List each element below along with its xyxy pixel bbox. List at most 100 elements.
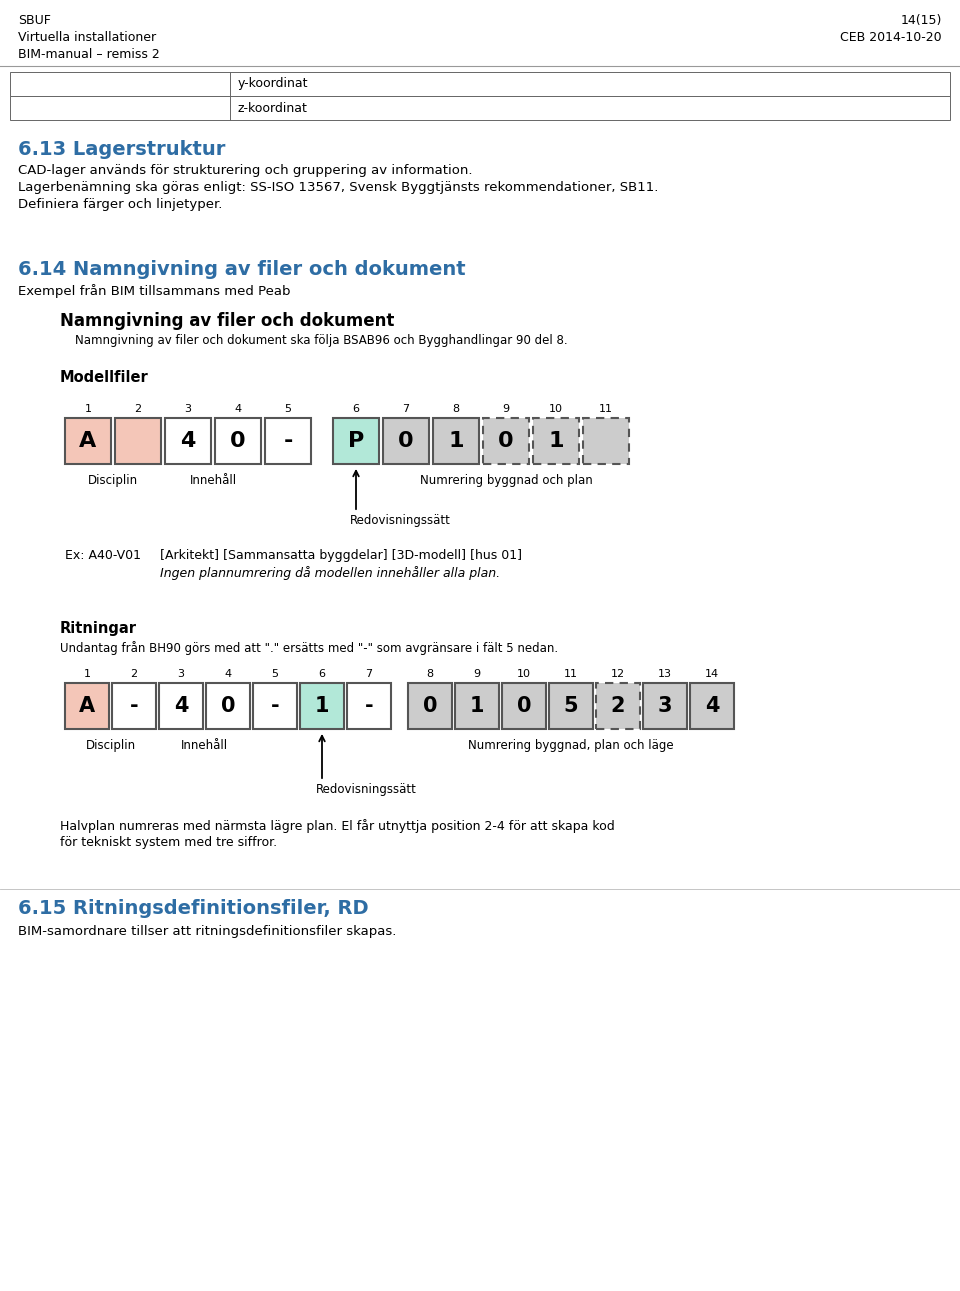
Text: 13: 13 — [658, 669, 672, 679]
Text: Virtuella installationer: Virtuella installationer — [18, 31, 156, 44]
Text: 4: 4 — [180, 431, 196, 451]
Bar — [112, 683, 156, 729]
Text: -: - — [283, 431, 293, 451]
Bar — [333, 418, 379, 463]
Bar — [408, 683, 452, 729]
Text: 8: 8 — [426, 669, 434, 679]
Text: 3: 3 — [658, 696, 672, 717]
Text: 0: 0 — [498, 431, 514, 451]
Text: 11: 11 — [599, 404, 613, 414]
Text: för tekniskt system med tre siffror.: för tekniskt system med tre siffror. — [60, 837, 277, 849]
Text: 1: 1 — [448, 431, 464, 451]
Text: -: - — [130, 696, 138, 717]
Text: CAD-lager används för strukturering och gruppering av information.: CAD-lager används för strukturering och … — [18, 164, 472, 177]
Bar — [383, 418, 429, 463]
Text: 0: 0 — [398, 431, 414, 451]
Text: 1: 1 — [84, 669, 90, 679]
Text: CEB 2014-10-20: CEB 2014-10-20 — [840, 31, 942, 44]
Bar — [215, 418, 261, 463]
Text: Lagerbenämning ska göras enligt: SS-ISO 13567, Svensk Byggtjänsts rekommendation: Lagerbenämning ska göras enligt: SS-ISO … — [18, 181, 659, 194]
Bar — [253, 683, 297, 729]
Text: Numrering byggnad, plan och läge: Numrering byggnad, plan och läge — [468, 738, 674, 751]
Text: 2: 2 — [611, 696, 625, 717]
Text: 5: 5 — [564, 696, 578, 717]
Text: Ex: A40-V01: Ex: A40-V01 — [65, 549, 141, 562]
Text: 3: 3 — [178, 669, 184, 679]
Text: 6: 6 — [352, 404, 359, 414]
Text: Redovisningssätt: Redovisningssätt — [350, 514, 451, 527]
Bar — [265, 418, 311, 463]
Text: Ingen plannumrering då modellen innehåller alla plan.: Ingen plannumrering då modellen innehåll… — [160, 565, 500, 580]
Bar — [433, 418, 479, 463]
Text: Halvplan numreras med närmsta lägre plan. El får utnyttja position 2-4 för att s: Halvplan numreras med närmsta lägre plan… — [60, 818, 614, 833]
Text: 9: 9 — [502, 404, 510, 414]
Bar — [159, 683, 203, 729]
Text: 6.14 Namngivning av filer och dokument: 6.14 Namngivning av filer och dokument — [18, 259, 466, 279]
Bar — [300, 683, 344, 729]
Text: Modellfiler: Modellfiler — [60, 371, 149, 385]
Bar — [690, 683, 734, 729]
Text: Redovisningssätt: Redovisningssätt — [316, 784, 417, 797]
Text: BIM-manual – remiss 2: BIM-manual – remiss 2 — [18, 48, 159, 61]
Text: Disciplin: Disciplin — [85, 738, 135, 751]
Text: 7: 7 — [402, 404, 410, 414]
Text: Definiera färger och linjetyper.: Definiera färger och linjetyper. — [18, 198, 223, 210]
Text: 4: 4 — [174, 696, 188, 717]
Text: 10: 10 — [517, 669, 531, 679]
Text: Exempel från BIM tillsammans med Peab: Exempel från BIM tillsammans med Peab — [18, 284, 291, 298]
Text: z-koordinat: z-koordinat — [238, 102, 308, 115]
Text: 5: 5 — [272, 669, 278, 679]
Bar — [583, 418, 629, 463]
Text: 3: 3 — [184, 404, 191, 414]
Text: 0: 0 — [422, 696, 437, 717]
Text: 6.15 Ritningsdefinitionsfiler, RD: 6.15 Ritningsdefinitionsfiler, RD — [18, 899, 369, 918]
Text: Innehåll: Innehåll — [180, 738, 228, 751]
Text: 6.13 Lagerstruktur: 6.13 Lagerstruktur — [18, 139, 226, 159]
Bar — [115, 418, 161, 463]
Text: 1: 1 — [548, 431, 564, 451]
Text: 8: 8 — [452, 404, 460, 414]
Text: A: A — [79, 696, 95, 717]
Text: A: A — [80, 431, 97, 451]
Bar — [483, 418, 529, 463]
Text: -: - — [365, 696, 373, 717]
Bar — [347, 683, 391, 729]
Text: y-koordinat: y-koordinat — [238, 77, 308, 90]
Text: Namngivning av filer och dokument ska följa BSAB96 och Bygghandlingar 90 del 8.: Namngivning av filer och dokument ska fö… — [75, 334, 567, 347]
Text: SBUF: SBUF — [18, 14, 51, 27]
Text: 7: 7 — [366, 669, 372, 679]
Text: 5: 5 — [284, 404, 292, 414]
Text: 0: 0 — [221, 696, 235, 717]
Text: 1: 1 — [315, 696, 329, 717]
Bar — [533, 418, 579, 463]
Text: BIM-samordnare tillser att ritningsdefinitionsfiler skapas.: BIM-samordnare tillser att ritningsdefin… — [18, 924, 396, 939]
Text: 11: 11 — [564, 669, 578, 679]
Text: 9: 9 — [473, 669, 481, 679]
Text: 0: 0 — [516, 696, 531, 717]
Text: 4: 4 — [234, 404, 242, 414]
Bar — [596, 683, 640, 729]
Text: Numrering byggnad och plan: Numrering byggnad och plan — [420, 474, 592, 487]
Text: 4: 4 — [705, 696, 719, 717]
Text: 14(15): 14(15) — [900, 14, 942, 27]
Text: Innehåll: Innehåll — [189, 474, 236, 487]
Bar — [549, 683, 593, 729]
Text: 10: 10 — [549, 404, 563, 414]
Bar — [455, 683, 499, 729]
Text: Undantag från BH90 görs med att "." ersätts med "-" som avgränsare i fält 5 neda: Undantag från BH90 görs med att "." ersä… — [60, 642, 558, 655]
Text: 14: 14 — [705, 669, 719, 679]
Text: P: P — [348, 431, 364, 451]
Text: 12: 12 — [611, 669, 625, 679]
Bar — [502, 683, 546, 729]
Text: Namngivning av filer och dokument: Namngivning av filer och dokument — [60, 312, 395, 330]
Text: Ritningar: Ritningar — [60, 621, 137, 636]
Text: Disciplin: Disciplin — [88, 474, 138, 487]
Bar — [206, 683, 250, 729]
Bar — [10, 96, 950, 120]
Text: 4: 4 — [225, 669, 231, 679]
Bar — [65, 418, 111, 463]
Text: [Arkitekt] [Sammansatta byggdelar] [3D-modell] [hus 01]: [Arkitekt] [Sammansatta byggdelar] [3D-m… — [160, 549, 522, 562]
Bar — [10, 72, 950, 96]
Text: 6: 6 — [319, 669, 325, 679]
Text: 2: 2 — [131, 669, 137, 679]
